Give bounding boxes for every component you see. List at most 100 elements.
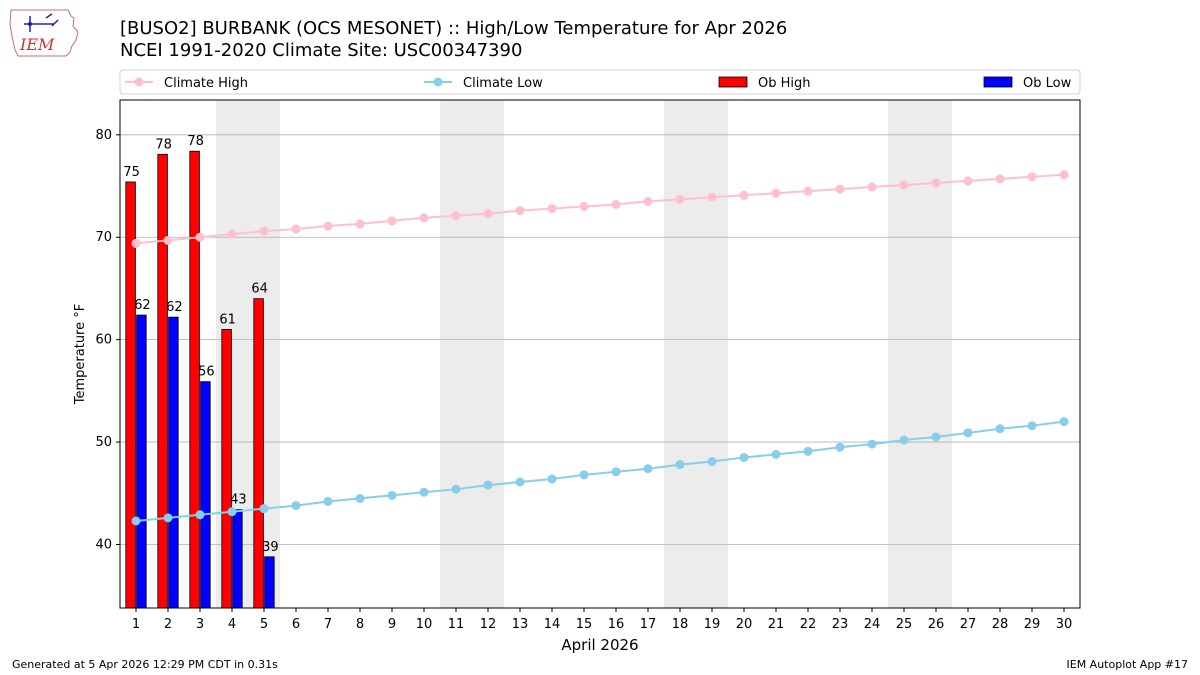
climate-high-point: [355, 219, 365, 229]
climate-low-point: [515, 477, 525, 487]
iowa-outline: [9, 9, 79, 57]
climate-low-point: [643, 464, 653, 474]
x-tick-label: 28: [992, 617, 1009, 632]
legend-marker: [134, 77, 144, 87]
ob-high-label: 78: [155, 137, 172, 152]
ob-low-label: 62: [166, 300, 183, 315]
legend-bar-swatch: [983, 76, 1013, 88]
x-tick-label: 9: [388, 617, 396, 632]
ob-high-bar: [253, 298, 264, 609]
x-tick-label: 13: [512, 617, 529, 632]
climate-low-point: [419, 487, 429, 497]
climate-high-point: [643, 196, 653, 206]
legend-label: Ob Low: [1023, 76, 1072, 91]
climate-high-point: [739, 190, 749, 200]
x-tick-label: 18: [672, 617, 689, 632]
iem-logo: IEM: [9, 9, 79, 57]
x-tick-label: 24: [864, 617, 881, 632]
climate-high-point: [1027, 172, 1037, 182]
y-axis-label: Temperature °F: [73, 304, 88, 405]
climate-high-point: [803, 186, 813, 196]
y-tick-label: 60: [95, 333, 112, 348]
ob-low-bar: [136, 314, 147, 609]
climate-high-point: [131, 238, 141, 248]
ob-low-bar: [232, 509, 243, 609]
climate-high-point: [899, 180, 909, 190]
y-tick-label: 50: [95, 435, 112, 450]
weekend-shade: [888, 100, 952, 608]
ob-high-bar: [157, 153, 168, 609]
x-tick-label: 1: [132, 617, 140, 632]
climate-low-point: [995, 424, 1005, 434]
ob-high-label: 61: [219, 312, 236, 327]
legend-box: [119, 69, 1081, 95]
climate-low-point: [707, 457, 717, 467]
plot-frame: [119, 99, 1081, 609]
climate-high-point: [483, 209, 493, 219]
station-dot-icon: [27, 21, 33, 27]
climate-low-point: [963, 428, 973, 438]
chart-subtitle: NCEI 1991-2020 Climate Site: USC00347390: [120, 40, 523, 61]
climate-low-point: [451, 484, 461, 494]
y-tick-label: 70: [95, 230, 112, 245]
weekend-shade: [440, 100, 504, 608]
y-tick-label: 40: [95, 538, 112, 553]
x-tick-label: 23: [832, 617, 849, 632]
ob-high-label: 78: [187, 134, 204, 149]
generated-timestamp: Generated at 5 Apr 2026 12:29 PM CDT in …: [12, 658, 278, 671]
x-tick-label: 15: [576, 617, 593, 632]
x-tick-label: 29: [1024, 617, 1041, 632]
x-tick-label: 6: [292, 617, 300, 632]
x-tick-label: 25: [896, 617, 913, 632]
x-tick-label: 16: [608, 617, 625, 632]
ob-low-label: 43: [230, 493, 247, 508]
x-tick-label: 7: [324, 617, 332, 632]
climate-low-point: [355, 493, 365, 503]
climate-low-point: [899, 435, 909, 445]
app-label: IEM Autoplot App #17: [1066, 658, 1189, 671]
x-axis-label: April 2026: [561, 636, 638, 654]
x-tick-label: 2: [164, 617, 172, 632]
climate-high-point: [163, 235, 173, 245]
climate-high-point: [675, 194, 685, 204]
climate-high-point: [579, 202, 589, 212]
climate-high-point: [611, 199, 621, 209]
logo-text: IEM: [19, 35, 55, 54]
climate-high-point: [259, 226, 269, 236]
legend-label: Ob High: [758, 76, 811, 91]
weekend-shade: [664, 100, 728, 608]
chart-title: [BUSO2] BURBANK (OCS MESONET) :: High/Lo…: [120, 18, 788, 39]
x-tick-label: 11: [448, 617, 465, 632]
ob-low-label: 56: [198, 365, 215, 380]
legend-label: Climate Low: [463, 76, 543, 91]
climate-low-point: [803, 446, 813, 456]
climate-high-point: [515, 206, 525, 216]
climate-low-point: [675, 460, 685, 470]
x-tick-label: 5: [260, 617, 268, 632]
legend-label: Climate High: [164, 76, 248, 91]
climate-high-point: [963, 176, 973, 186]
climate-low-point: [547, 474, 557, 484]
climate-high-point: [931, 178, 941, 188]
y-tick-label: 80: [95, 128, 112, 143]
x-tick-label: 26: [928, 617, 945, 632]
climate-low-point: [1027, 421, 1037, 431]
ob-high-label: 75: [123, 165, 140, 180]
climate-high-point: [323, 221, 333, 231]
climate-low-point: [867, 439, 877, 449]
ob-low-bar: [168, 316, 179, 609]
climate-high-point: [291, 224, 301, 234]
climate-low-point: [1059, 417, 1069, 427]
climate-high-point: [867, 182, 877, 192]
ob-low-bar: [200, 381, 211, 609]
climate-low-point: [291, 501, 301, 511]
legend-bar-swatch: [718, 76, 748, 88]
climate-high-point: [227, 229, 237, 239]
x-tick-label: 20: [736, 617, 753, 632]
climate-low-point: [771, 449, 781, 459]
climate-low-point: [835, 442, 845, 452]
ob-low-label: 62: [134, 298, 151, 313]
ob-low-label: 39: [262, 540, 279, 555]
climate-low-point: [483, 480, 493, 490]
